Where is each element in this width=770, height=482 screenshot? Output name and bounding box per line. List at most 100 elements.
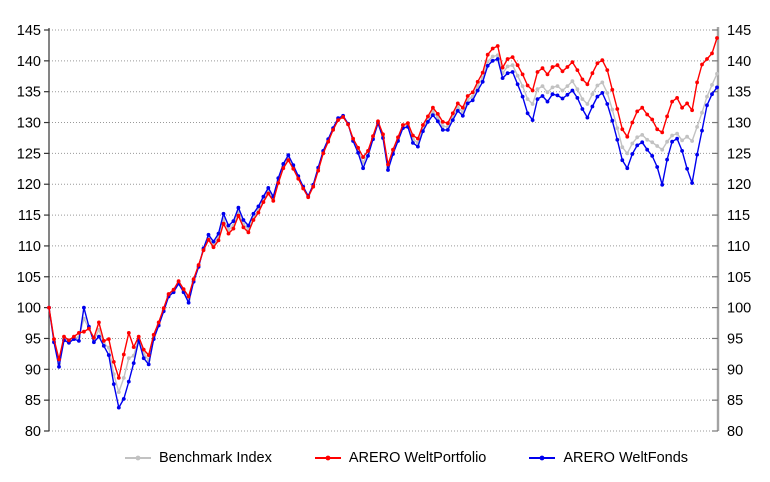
data-point <box>580 97 585 101</box>
data-point <box>440 120 445 124</box>
data-point <box>510 70 515 74</box>
data-point <box>580 77 585 82</box>
data-point <box>306 195 311 200</box>
data-point <box>416 144 420 149</box>
data-point <box>455 101 460 106</box>
data-point <box>530 118 535 122</box>
data-point <box>465 94 470 98</box>
data-point <box>570 79 575 84</box>
data-point <box>361 166 365 171</box>
data-point <box>685 166 689 171</box>
left-y-tick-label: 110 <box>18 239 41 255</box>
data-point <box>241 225 246 230</box>
data-point <box>695 152 699 157</box>
legend-label-arero-weltportfolio: ARERO WeltPortfolio <box>348 450 487 466</box>
data-point <box>331 127 335 132</box>
data-point <box>560 96 565 101</box>
data-point <box>600 80 605 85</box>
data-point <box>286 153 291 158</box>
data-point <box>605 102 610 106</box>
data-point <box>396 135 400 140</box>
data-point <box>660 182 665 187</box>
data-point <box>121 352 126 357</box>
data-point <box>530 88 535 93</box>
data-point <box>590 104 595 109</box>
data-point <box>685 134 689 139</box>
data-point <box>705 94 709 99</box>
data-point <box>525 97 530 101</box>
data-point <box>226 231 231 236</box>
legend-line-dot-icon <box>314 455 341 461</box>
data-point <box>445 121 450 126</box>
left-y-tick-label: 145 <box>17 23 41 39</box>
data-point <box>470 90 475 95</box>
data-point <box>321 151 326 156</box>
series-arero-weltportfolio <box>47 36 719 380</box>
data-point <box>655 127 660 132</box>
data-point <box>620 127 625 132</box>
data-point <box>525 83 530 88</box>
data-point <box>700 110 704 115</box>
data-point <box>411 133 415 138</box>
right-y-tick-label: 140 <box>727 54 751 70</box>
data-point <box>610 87 615 92</box>
data-point <box>535 97 540 101</box>
data-point <box>555 84 560 88</box>
data-point <box>426 114 430 119</box>
data-point <box>92 340 96 345</box>
data-point <box>455 108 460 113</box>
data-point <box>72 334 76 339</box>
right-y-tick-label: 110 <box>727 239 750 255</box>
legend-line-dot-icon <box>125 455 151 461</box>
data-point <box>485 63 490 68</box>
data-point <box>296 176 301 181</box>
data-point <box>520 94 525 99</box>
data-point <box>640 133 645 137</box>
data-point <box>52 337 56 341</box>
data-point <box>590 92 595 97</box>
data-point <box>575 87 580 92</box>
gridlines <box>49 29 718 432</box>
data-point <box>341 115 345 119</box>
data-point <box>690 139 694 143</box>
data-point <box>545 99 550 104</box>
data-point <box>505 64 510 69</box>
data-point <box>565 92 570 97</box>
data-point <box>675 96 679 100</box>
data-point <box>510 55 515 59</box>
data-point <box>291 166 296 171</box>
right-y-tick-label: 130 <box>727 116 751 132</box>
data-point <box>106 353 111 357</box>
data-point <box>480 79 485 84</box>
data-point <box>406 121 410 126</box>
data-point <box>431 113 435 117</box>
data-point <box>640 105 645 110</box>
data-point <box>216 231 221 236</box>
data-point <box>421 129 425 134</box>
data-point <box>500 65 505 70</box>
data-point <box>665 157 669 162</box>
right-y-tick-label: 125 <box>727 146 751 162</box>
data-point <box>540 94 545 98</box>
data-point <box>161 306 166 311</box>
data-point <box>690 108 694 113</box>
data-point <box>166 292 171 296</box>
data-point <box>660 147 665 152</box>
data-point <box>126 356 131 361</box>
data-point <box>356 145 360 150</box>
data-point <box>131 345 136 349</box>
data-point <box>680 149 684 153</box>
data-point <box>650 140 655 145</box>
data-point <box>435 112 440 116</box>
data-point <box>475 79 480 84</box>
data-point <box>630 152 635 156</box>
data-point <box>660 130 665 135</box>
data-point <box>121 376 126 380</box>
data-point <box>181 287 186 291</box>
data-point <box>381 132 385 137</box>
data-point <box>101 339 106 343</box>
data-point <box>97 327 101 332</box>
data-point <box>62 334 66 339</box>
right-y-tick-label: 105 <box>727 270 751 286</box>
